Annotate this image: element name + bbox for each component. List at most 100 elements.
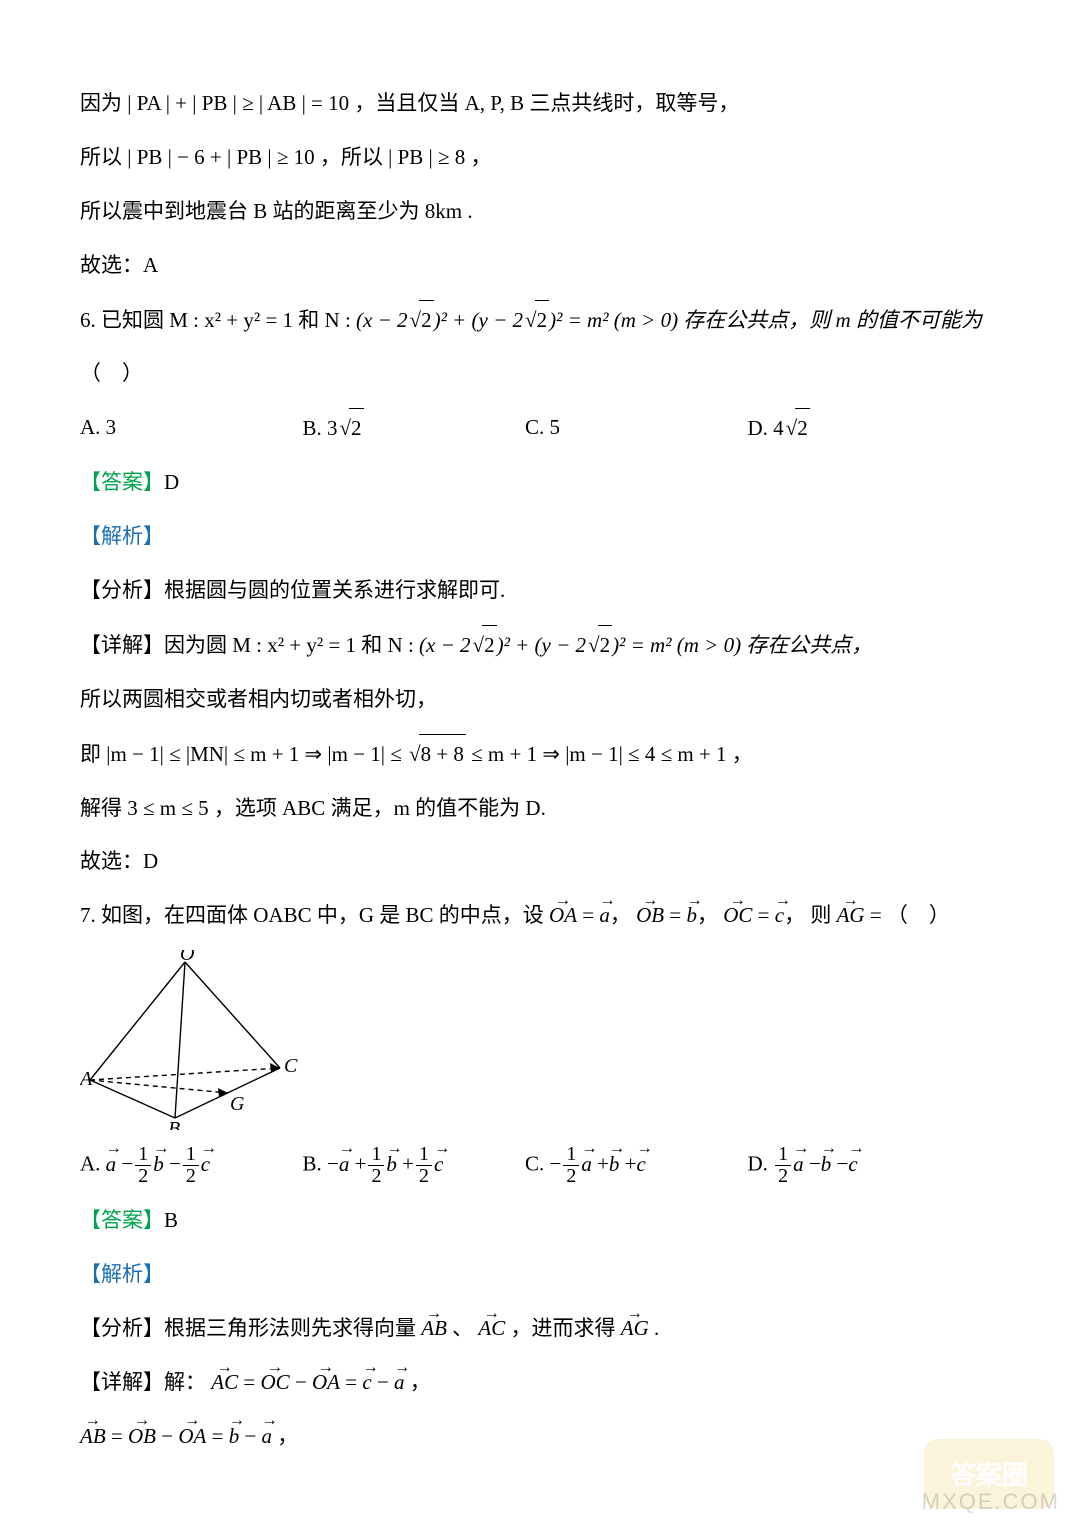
vec-AC: AC — [211, 1363, 238, 1403]
q6-expr-a: (x − 2 — [356, 308, 408, 332]
vec-a: a — [262, 1417, 273, 1457]
explain-tag: 【解析】 — [80, 524, 164, 548]
vec-b: b — [686, 896, 697, 936]
vec-OC: OC — [260, 1363, 289, 1403]
den: 2 — [368, 1166, 384, 1187]
vec-c: c — [848, 1145, 857, 1185]
minus: − — [290, 1370, 312, 1394]
label: B. 3 — [303, 416, 338, 440]
q6-detail-line2: 所以两圆相交或者相内切或者相外切， — [80, 680, 1000, 720]
answer-letter: B — [164, 1208, 178, 1232]
text-c: ，进而求得 — [511, 1316, 621, 1340]
eq: = — [577, 903, 599, 927]
label-B: B — [168, 1118, 180, 1130]
eq: = — [340, 1370, 362, 1394]
q7-analysis: 【分析】根据三角形法则先求得向量 AB 、 AC ，进而求得 AG . — [80, 1309, 1000, 1349]
den: 2 — [775, 1166, 791, 1187]
label-O: O — [180, 950, 194, 965]
sqrt2: 2 — [482, 625, 497, 666]
vec-a: a — [793, 1145, 804, 1185]
vec-b: b — [386, 1145, 397, 1185]
vec-c: c — [775, 896, 784, 936]
q6-paren: （ ） — [80, 354, 1000, 394]
label: C. − — [525, 1152, 561, 1176]
num: 1 — [563, 1144, 579, 1166]
vec-OB: OB — [636, 896, 664, 936]
vec-OC: OC — [723, 896, 752, 936]
q7-choices: A. a −12b −12c B. −a +12b +12c C. −12a +… — [80, 1144, 1000, 1187]
vec-OA: OA — [312, 1363, 340, 1403]
vec-b: b — [609, 1145, 620, 1185]
vec-AB: AB — [80, 1417, 106, 1457]
text: 所以 | PB | − 6 + | PB | ≥ 10 ，所以 | PB | ≥… — [80, 145, 492, 169]
vec-AC: AC — [478, 1309, 505, 1349]
vec-c: c — [637, 1145, 646, 1185]
q7-choice-c: C. −12a +b +c — [525, 1144, 748, 1187]
den: 2 — [563, 1166, 579, 1187]
vec-OA: OA — [549, 896, 577, 936]
half: 12 — [775, 1144, 791, 1187]
expr-a: (x − 2 — [419, 633, 471, 657]
half: 12 — [416, 1144, 432, 1187]
text: 因为 | PA | + | PB | ≥ | AB | = 10 ，当且仅当 A… — [80, 91, 739, 115]
q7-choice-a: A. a −12b −12c — [80, 1144, 303, 1187]
vec-a: a — [599, 896, 610, 936]
num: 1 — [183, 1144, 199, 1166]
text: 【详解】因为圆 M : x² + y² = 1 和 N : — [80, 633, 419, 657]
q7-choice-b: B. −a +12b +12c — [303, 1144, 526, 1187]
q6-stem-prefix: 6. 已知圆 M : x² + y² = 1 和 N : — [80, 308, 356, 332]
q6-stem: 6. 已知圆 M : x² + y² = 1 和 N : (x − 22)² +… — [80, 300, 1000, 341]
expr-b: )² + (y − 2 — [497, 633, 586, 657]
vec-a: a — [339, 1145, 350, 1185]
sqrt-icon: 2 — [338, 408, 364, 449]
sqrt2: 2 — [795, 408, 810, 449]
q6-choice-d: D. 42 — [748, 408, 971, 449]
q6-expr-c: )² = m² (m > 0) 存在公共点，则 m 的值不可能为 — [549, 308, 982, 332]
svg-text:答案圈: 答案圈 — [950, 1460, 1028, 1490]
sqrt2: 2 — [349, 408, 364, 449]
q6-analysis: 【分析】根据圆与圆的位置关系进行求解即可. — [80, 571, 1000, 611]
sqrt-icon: 2 — [408, 300, 434, 341]
watermark-text: MXQE.COM — [922, 1481, 1060, 1523]
vec-b: b — [229, 1417, 240, 1457]
vec-b: b — [153, 1145, 164, 1185]
text-b: 、 — [452, 1316, 473, 1340]
then: 则 — [810, 903, 836, 927]
den: 2 — [135, 1166, 151, 1187]
text-a: 【分析】根据三角形法则先求得向量 — [80, 1316, 421, 1340]
eq: = — [752, 903, 774, 927]
explain-tag: 【解析】 — [80, 1262, 164, 1286]
vec-OB: OB — [128, 1417, 156, 1457]
vec-AG: AG — [621, 1309, 649, 1349]
q6-choice-a: A. 3 — [80, 408, 303, 449]
q7-detail-line1: 【详解】解： AC = OC − OA = c − a ， — [80, 1363, 1000, 1403]
label-G: G — [230, 1093, 245, 1115]
q6-choices: A. 3 B. 3 2 C. 5 D. 42 — [80, 408, 1000, 449]
q6-explain-tag: 【解析】 — [80, 517, 1000, 557]
q7-answer: 【答案】B — [80, 1201, 1000, 1241]
expr-c: )² = m² (m > 0) 存在公共点， — [612, 633, 872, 657]
vec-OA: OA — [178, 1417, 206, 1457]
q6-choice-b: B. 3 2 — [303, 408, 526, 449]
vec-c: c — [201, 1145, 210, 1185]
label: C. 5 — [525, 415, 560, 439]
tetrahedron-figure: O A B C G — [80, 950, 300, 1130]
q7-stem-a: 7. 如图，在四面体 OABC 中，G 是 BC 的中点，设 — [80, 903, 549, 927]
minus: − — [156, 1424, 178, 1448]
vec-c: c — [434, 1145, 443, 1185]
vec-c: c — [362, 1363, 371, 1403]
den: 2 — [183, 1166, 199, 1187]
q6-detail-line5: 故选：D — [80, 842, 1000, 882]
sqrt2: 2 — [419, 300, 434, 341]
q7-stem: 7. 如图，在四面体 OABC 中，G 是 BC 的中点，设 OA = a， O… — [80, 896, 1000, 936]
answer-tag: 【答案】 — [80, 470, 164, 494]
q6-answer: 【答案】D — [80, 463, 1000, 503]
num: 1 — [368, 1144, 384, 1166]
half: 12 — [135, 1144, 151, 1187]
label: D. — [748, 1152, 774, 1176]
sqrt-8plus8: 8 + 8 — [419, 734, 466, 775]
text: MXQE.COM — [922, 1489, 1060, 1514]
text: 【分析】根据圆与圆的位置关系进行求解即可. — [80, 578, 505, 602]
sqrt2: 2 — [535, 300, 550, 341]
q7-explain-tag: 【解析】 — [80, 1255, 1000, 1295]
